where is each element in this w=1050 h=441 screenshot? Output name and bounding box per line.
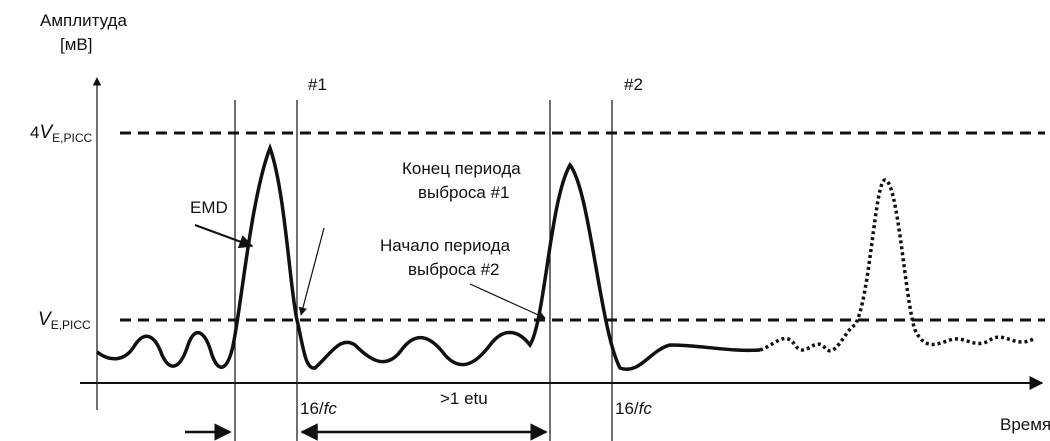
y-unit: [мВ] xyxy=(60,35,92,54)
emd-label: EMD xyxy=(190,198,228,217)
interval-label: 16/fc xyxy=(300,399,337,418)
marker-label: #1 xyxy=(308,75,327,94)
y-label: Амплитуда xyxy=(40,11,127,30)
annotation: выброса #1 xyxy=(418,183,509,202)
pointer-arrow xyxy=(298,227,325,316)
level-label: VE,PICC xyxy=(38,309,91,332)
annotation: Начало периода xyxy=(380,236,511,255)
interval-label: 16/fc xyxy=(615,399,652,418)
waveform-continued xyxy=(759,178,1036,353)
marker-label: #2 xyxy=(624,75,643,94)
waveform xyxy=(95,142,761,371)
emd-arrow xyxy=(194,224,254,249)
pointer-arrow xyxy=(469,283,546,319)
x-label: Время xyxy=(1000,415,1050,434)
interval-label: >1 etu xyxy=(440,389,488,408)
annotation: выброса #2 xyxy=(408,260,499,279)
annotation: Конец периода xyxy=(402,159,521,178)
level-label: 4VE,PICC xyxy=(30,122,92,145)
